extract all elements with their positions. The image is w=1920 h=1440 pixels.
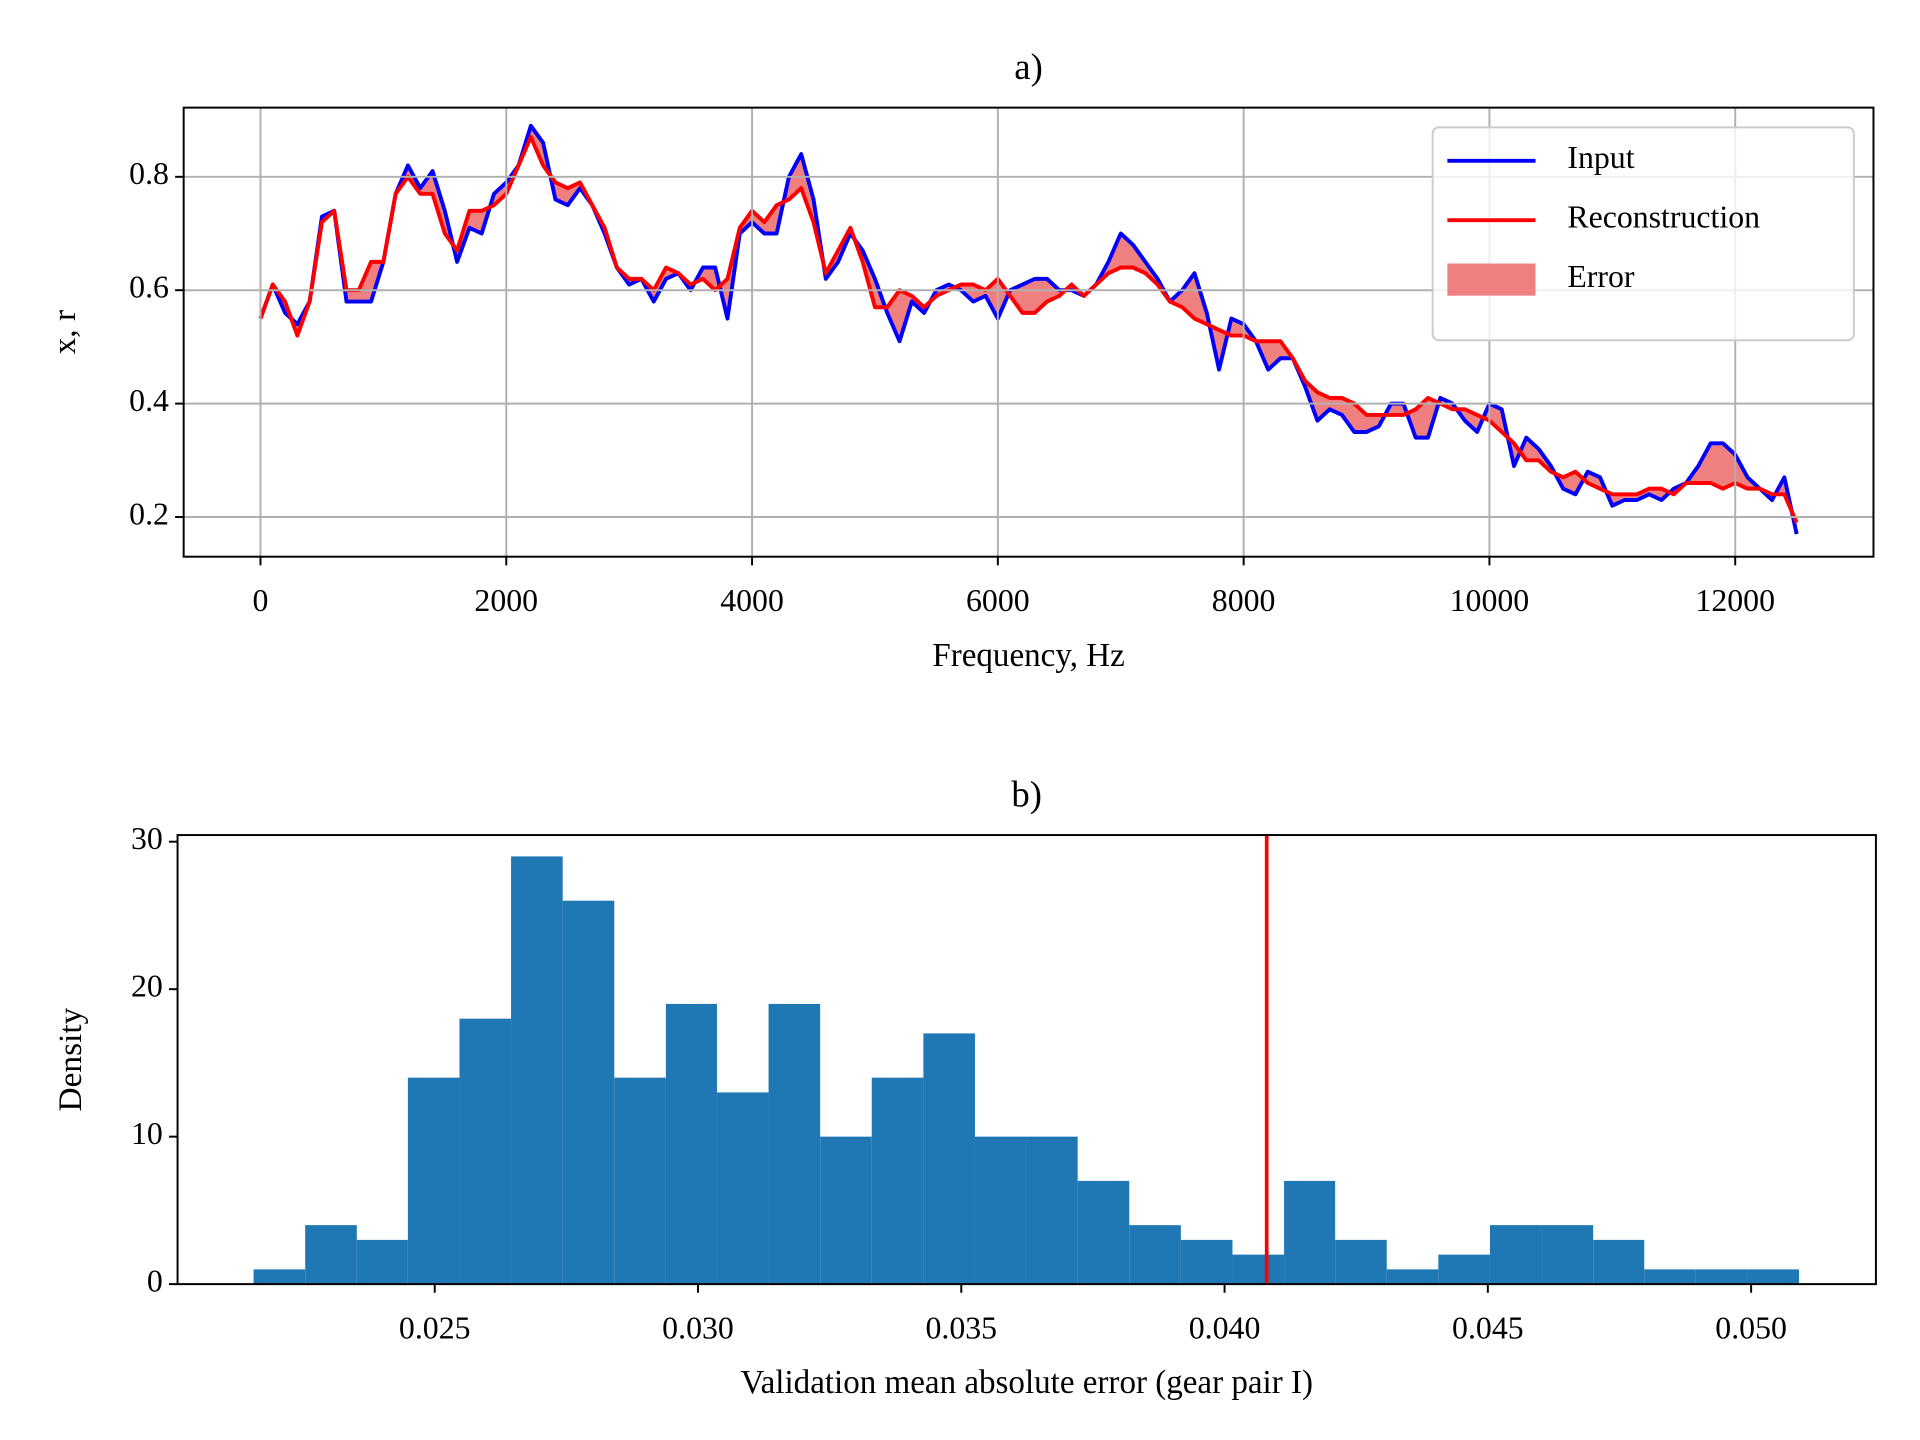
legend-label: Input xyxy=(1567,139,1634,175)
x-tick-label: 0.045 xyxy=(1452,1309,1524,1345)
histogram-bar xyxy=(305,1225,357,1285)
x-tick-label: 0.025 xyxy=(399,1309,471,1345)
histogram-bar xyxy=(562,900,615,1285)
histogram-bar xyxy=(716,1092,769,1285)
x-tick-label: 10000 xyxy=(1450,582,1530,618)
x-tick-label: 4000 xyxy=(720,582,784,618)
x-tick-label: 6000 xyxy=(966,582,1030,618)
x-tick-label: 0 xyxy=(253,582,269,618)
histogram-bar xyxy=(459,1018,512,1285)
x-tick-label: 0.035 xyxy=(925,1309,997,1345)
plot-area xyxy=(253,835,1800,1285)
histogram-bar xyxy=(1593,1239,1645,1285)
axes-frame xyxy=(182,106,1875,558)
histogram-bar xyxy=(1284,1180,1336,1285)
histogram-bar xyxy=(1232,1254,1285,1285)
histogram-bar xyxy=(1026,1136,1078,1285)
histogram-bar xyxy=(1129,1225,1181,1285)
y-tick-label: 10 xyxy=(131,1115,163,1151)
histogram-bar xyxy=(614,1077,666,1285)
histogram-bar xyxy=(974,1136,1027,1285)
histogram-bar xyxy=(511,856,563,1285)
histogram-bar xyxy=(1695,1269,1748,1285)
line-series xyxy=(258,135,1799,524)
y-tick-label: 0.2 xyxy=(129,495,169,531)
axes-frame xyxy=(176,834,1877,1286)
histogram-bar xyxy=(1386,1269,1439,1285)
y-tick-label: 30 xyxy=(131,820,163,856)
histogram-bar xyxy=(768,1003,821,1285)
histogram-bar xyxy=(1077,1180,1130,1285)
x-tick-label: 2000 xyxy=(474,582,538,618)
histogram-bar xyxy=(1541,1225,1594,1285)
legend-label: Reconstruction xyxy=(1567,198,1760,234)
histogram-bar xyxy=(1747,1269,1800,1285)
histogram-bar xyxy=(1644,1269,1696,1285)
x-tick-label: 0.030 xyxy=(662,1309,734,1345)
histogram-bar xyxy=(356,1239,408,1285)
histogram-bar xyxy=(253,1269,306,1285)
histogram-bar xyxy=(1489,1225,1542,1285)
x-tick-label: 0.050 xyxy=(1715,1309,1787,1345)
x-axis-label: Validation mean absolute error (gear pai… xyxy=(740,1364,1313,1401)
legend-label: Error xyxy=(1567,258,1635,294)
x-tick-label: 12000 xyxy=(1695,582,1775,618)
x-axis-label: Frequency, Hz xyxy=(932,637,1124,674)
plot-area xyxy=(258,123,1799,535)
chart-title: a) xyxy=(1014,46,1043,88)
y-tick-label: 20 xyxy=(131,967,163,1003)
y-tick-label: 0.8 xyxy=(129,155,169,191)
histogram-bar xyxy=(1180,1239,1233,1285)
histogram-bar xyxy=(871,1077,924,1285)
y-tick-label: 0.4 xyxy=(129,382,169,418)
histogram-bar xyxy=(1438,1254,1490,1285)
y-axis-label: x, r xyxy=(46,310,83,355)
chart-title: b) xyxy=(1011,773,1042,815)
x-tick-label: 0.040 xyxy=(1189,1309,1261,1345)
legend-box xyxy=(1431,126,1855,342)
histogram-bar xyxy=(665,1003,717,1285)
histogram-bar xyxy=(1335,1239,1387,1285)
histogram-bar xyxy=(407,1077,460,1285)
histogram-bar xyxy=(923,1033,975,1285)
x-tick-label: 8000 xyxy=(1212,582,1276,618)
y-axis-label: Density xyxy=(52,1007,89,1111)
histogram-bar xyxy=(820,1136,872,1285)
y-tick-label: 0.6 xyxy=(129,268,169,304)
y-tick-label: 0 xyxy=(147,1262,163,1298)
legend-swatch xyxy=(1447,263,1536,296)
